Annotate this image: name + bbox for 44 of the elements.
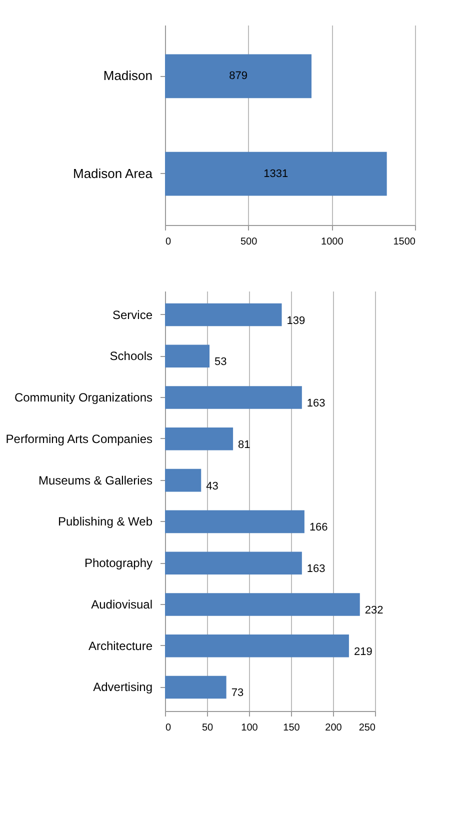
y-tick-label: Photography (84, 556, 152, 570)
x-tick-label: 150 (283, 722, 300, 734)
y-tick-label: Madison Area (73, 166, 154, 181)
bar (165, 634, 349, 658)
bar (165, 593, 360, 616)
bar (165, 303, 282, 326)
y-tick-label: Museums & Galleries (38, 473, 152, 488)
data-label: 73 (231, 687, 244, 700)
data-label: 163 (306, 398, 326, 410)
data-label: 163 (306, 563, 326, 576)
x-tick-label: 0 (166, 722, 172, 734)
data-label: 1331 (264, 168, 288, 180)
data-label: 232 (364, 604, 384, 616)
x-tick-label: 1000 (321, 236, 344, 248)
data-label: 219 (354, 646, 372, 658)
y-tick-label: Audiovisual (91, 597, 152, 612)
y-tick-label: Madison (103, 68, 152, 84)
y-tick-label: Publishing & Web (58, 514, 153, 529)
y-tick-label: Community Organizations (14, 390, 152, 405)
y-tick-label: Performing Arts Companies (6, 432, 152, 446)
bar (165, 344, 210, 368)
data-label: 139 (286, 314, 306, 327)
x-tick-label: 500 (240, 236, 258, 248)
y-tick-label: Schools (110, 349, 152, 364)
y-tick-label: Architecture (88, 638, 153, 653)
y-tick-label: Service (112, 308, 153, 322)
bar (165, 428, 234, 450)
x-tick-label: 100 (241, 722, 258, 734)
bar (165, 386, 302, 409)
data-label: 166 (309, 522, 328, 534)
bar (165, 468, 202, 492)
bar (165, 552, 302, 574)
x-tick-label: 250 (358, 722, 376, 734)
bar (165, 510, 304, 534)
data-label: 879 (229, 70, 248, 82)
x-tick-label: 1500 (393, 236, 416, 248)
x-tick-label: 50 (202, 722, 214, 734)
data-label: 53 (214, 356, 227, 368)
data-label: 43 (206, 480, 218, 492)
x-tick-label: 200 (325, 722, 342, 734)
data-label: 81 (238, 438, 250, 451)
x-tick-label: 0 (166, 236, 172, 248)
y-tick-label: Advertising (93, 680, 152, 694)
bar (165, 676, 226, 699)
